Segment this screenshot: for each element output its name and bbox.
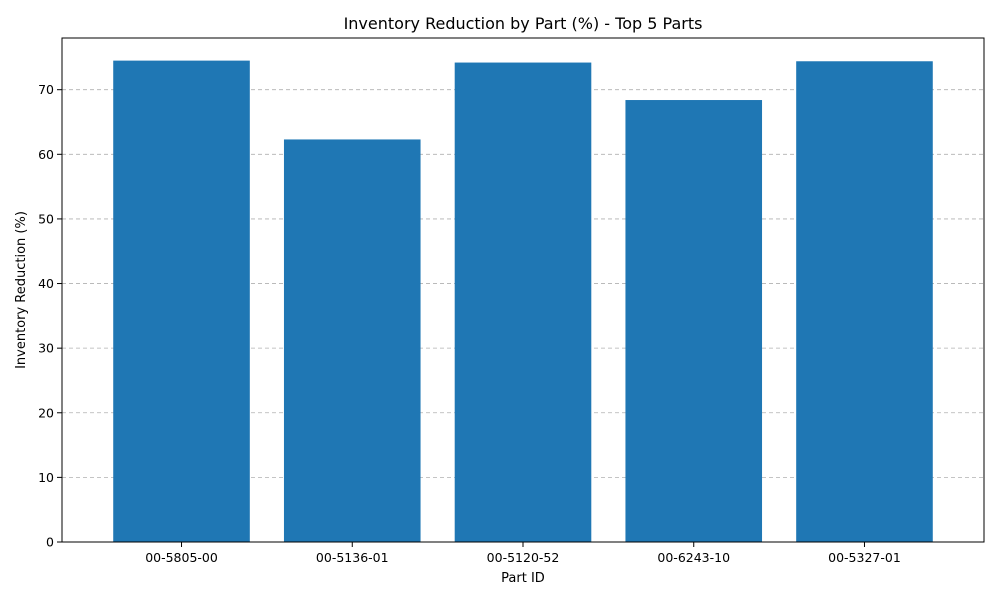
bars bbox=[113, 60, 933, 543]
bar bbox=[454, 62, 592, 543]
x-tick-label: 00-5136-01 bbox=[316, 550, 389, 565]
bar bbox=[625, 100, 763, 543]
y-tick-label: 0 bbox=[46, 535, 54, 550]
y-tick-label: 40 bbox=[38, 276, 54, 291]
y-tick-label: 70 bbox=[38, 82, 54, 97]
y-tick-label: 60 bbox=[38, 147, 54, 162]
chart-title: Inventory Reduction by Part (%) - Top 5 … bbox=[344, 14, 703, 33]
y-tick-label: 10 bbox=[38, 470, 54, 485]
y-axis-ticks: 0 10 20 30 40 50 60 70 bbox=[38, 82, 62, 550]
bar bbox=[796, 61, 933, 543]
x-tick-label: 00-5120-52 bbox=[487, 550, 560, 565]
x-axis-label: Part ID bbox=[501, 571, 545, 586]
y-tick-label: 50 bbox=[38, 211, 54, 226]
x-tick-label: 00-5327-01 bbox=[828, 550, 901, 565]
x-axis-ticks: 00-5805-00 00-5136-01 00-5120-52 00-6243-10… bbox=[145, 542, 901, 565]
x-tick-label: 00-6243-10 bbox=[657, 550, 730, 565]
y-tick-label: 30 bbox=[38, 341, 54, 356]
y-tick-label: 20 bbox=[38, 405, 54, 420]
bar bbox=[113, 60, 250, 542]
y-axis-label: Inventory Reduction (%) bbox=[14, 211, 29, 369]
x-tick-label: 00-5805-00 bbox=[145, 550, 218, 565]
bar bbox=[283, 139, 421, 542]
